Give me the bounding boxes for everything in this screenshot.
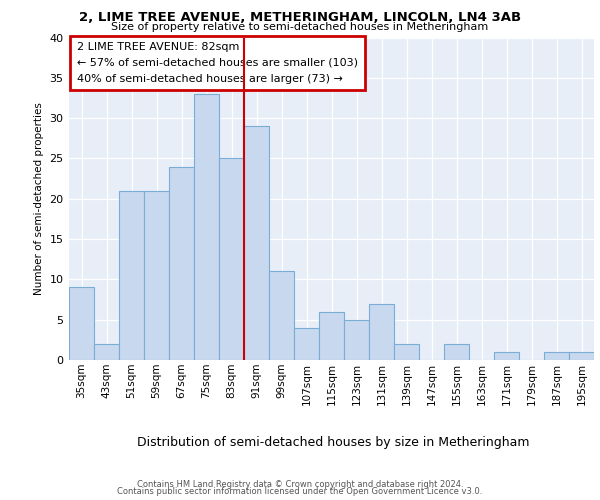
Bar xyxy=(444,344,469,360)
Bar xyxy=(169,166,194,360)
Bar xyxy=(569,352,594,360)
Bar xyxy=(394,344,419,360)
Text: Contains public sector information licensed under the Open Government Licence v3: Contains public sector information licen… xyxy=(118,487,482,496)
Text: 2, LIME TREE AVENUE, METHERINGHAM, LINCOLN, LN4 3AB: 2, LIME TREE AVENUE, METHERINGHAM, LINCO… xyxy=(79,11,521,24)
Bar xyxy=(294,328,319,360)
Bar xyxy=(494,352,519,360)
Text: Distribution of semi-detached houses by size in Metheringham: Distribution of semi-detached houses by … xyxy=(137,436,529,449)
Bar xyxy=(119,190,144,360)
Text: 2 LIME TREE AVENUE: 82sqm
← 57% of semi-detached houses are smaller (103)
40% of: 2 LIME TREE AVENUE: 82sqm ← 57% of semi-… xyxy=(77,42,358,84)
Text: Size of property relative to semi-detached houses in Metheringham: Size of property relative to semi-detach… xyxy=(112,22,488,32)
Bar xyxy=(544,352,569,360)
Bar xyxy=(69,288,94,360)
Bar xyxy=(219,158,244,360)
Bar xyxy=(144,190,169,360)
Bar xyxy=(369,304,394,360)
Bar xyxy=(244,126,269,360)
Bar xyxy=(269,272,294,360)
Bar xyxy=(194,94,219,360)
Text: Contains HM Land Registry data © Crown copyright and database right 2024.: Contains HM Land Registry data © Crown c… xyxy=(137,480,463,489)
Y-axis label: Number of semi-detached properties: Number of semi-detached properties xyxy=(34,102,44,295)
Bar xyxy=(94,344,119,360)
Bar xyxy=(319,312,344,360)
Bar xyxy=(344,320,369,360)
